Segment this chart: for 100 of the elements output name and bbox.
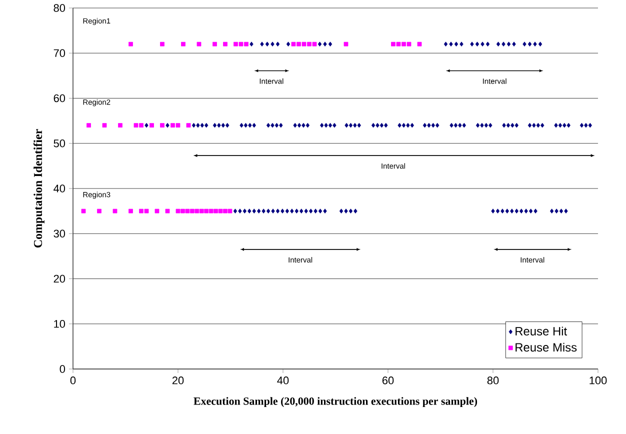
point	[233, 208, 238, 214]
y-tick-label: 80	[54, 4, 66, 12]
point	[564, 208, 568, 214]
point	[318, 42, 322, 46]
point	[176, 123, 180, 128]
point	[524, 208, 528, 214]
point	[260, 42, 264, 46]
point	[304, 208, 308, 214]
point	[285, 208, 290, 214]
point	[323, 42, 327, 46]
point	[480, 42, 484, 46]
point	[204, 208, 209, 214]
point	[559, 208, 564, 214]
point	[139, 208, 144, 214]
y-tick-label: 10	[54, 320, 66, 328]
point	[248, 208, 252, 214]
point	[522, 42, 526, 46]
point	[218, 208, 223, 214]
point	[244, 42, 248, 46]
point	[491, 208, 495, 214]
point	[402, 42, 406, 46]
point	[318, 208, 322, 214]
point	[496, 42, 500, 46]
point	[290, 208, 294, 214]
point	[170, 123, 175, 128]
point	[300, 208, 304, 214]
point	[417, 42, 422, 46]
y-tick-label: 0	[60, 365, 66, 373]
x-tick-label: 20	[172, 376, 184, 384]
point	[475, 42, 480, 46]
x-tick-label: 40	[277, 376, 289, 384]
point	[228, 208, 232, 214]
point	[344, 42, 348, 46]
point	[505, 208, 510, 214]
point	[314, 208, 318, 214]
point	[528, 208, 533, 214]
x-axis-title: Execution Sample (20,000 instruction executions per sample)	[194, 397, 478, 408]
point	[252, 208, 256, 214]
point	[506, 42, 511, 46]
point	[512, 42, 516, 46]
y-tick-label: 50	[54, 140, 66, 148]
point	[186, 123, 191, 128]
point	[486, 42, 490, 46]
point	[294, 208, 298, 214]
point	[150, 123, 154, 128]
point	[280, 208, 284, 214]
point	[154, 208, 160, 214]
y-tick-label: 70	[54, 49, 66, 58]
point	[550, 208, 554, 214]
point	[344, 208, 348, 214]
point	[554, 208, 558, 214]
point	[500, 208, 504, 214]
point	[238, 42, 244, 46]
x-tick-label: 80	[487, 376, 499, 384]
x-tick-label: 100	[590, 376, 607, 384]
point	[307, 42, 312, 46]
point	[223, 42, 228, 46]
point	[185, 208, 190, 214]
point	[396, 42, 401, 46]
point	[339, 208, 344, 214]
point	[470, 42, 474, 46]
point	[348, 208, 353, 214]
point	[160, 123, 164, 128]
point	[323, 208, 327, 214]
point	[86, 123, 91, 128]
point	[165, 208, 170, 214]
point	[128, 42, 133, 46]
point	[528, 42, 532, 46]
point	[276, 42, 280, 46]
point	[97, 208, 102, 214]
legend-label: Reuse Hit	[516, 326, 568, 336]
point	[502, 42, 506, 46]
point	[266, 208, 270, 214]
point	[533, 42, 537, 46]
x-tick-label: 0	[70, 376, 76, 384]
point	[265, 42, 270, 46]
point	[223, 208, 228, 214]
point	[257, 208, 261, 214]
point	[180, 208, 185, 214]
point	[391, 42, 396, 46]
point	[444, 42, 448, 46]
point	[286, 42, 290, 46]
point	[199, 208, 204, 214]
point	[262, 208, 266, 214]
point	[196, 42, 202, 46]
point	[510, 208, 514, 214]
point	[520, 208, 524, 214]
point	[449, 42, 453, 46]
point	[296, 42, 301, 46]
point	[194, 208, 200, 214]
point	[144, 208, 149, 214]
point	[271, 208, 275, 214]
y-tick-label: 20	[54, 274, 66, 283]
point	[308, 208, 313, 214]
y-axis-title: Computation Identifier	[33, 129, 44, 248]
point	[118, 123, 122, 128]
point	[160, 42, 164, 46]
point	[190, 208, 194, 214]
point	[460, 42, 464, 46]
point	[139, 123, 144, 128]
